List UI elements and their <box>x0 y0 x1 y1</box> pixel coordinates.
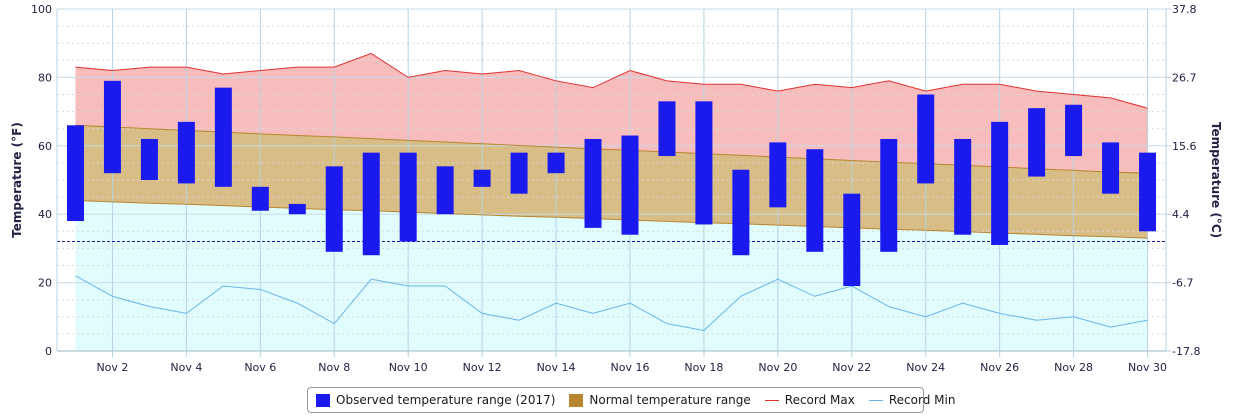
legend-label-record-min: Record Min <box>888 393 956 407</box>
x-tick-label: Nov 14 <box>537 361 576 374</box>
observed-bar <box>769 142 787 208</box>
x-tick-label: Nov 8 <box>318 361 350 374</box>
observed-bar <box>399 152 417 242</box>
observed-bar <box>325 166 343 252</box>
observed-bar <box>1102 142 1120 194</box>
observed-bar <box>843 193 861 287</box>
x-tick-label: Nov 20 <box>758 361 797 374</box>
y-tick-label-right: 15.6 <box>1172 140 1197 153</box>
y-axis-label-right: Temperature (°C) <box>1209 122 1223 238</box>
x-tick-label: Nov 18 <box>684 361 723 374</box>
observed-bar <box>1139 152 1157 232</box>
legend-item-observed[interactable]: Observed temperature range (2017) <box>316 393 555 407</box>
observed-bar <box>880 138 898 252</box>
legend: Observed temperature range (2017) Normal… <box>307 387 955 413</box>
observed-bar <box>214 87 232 187</box>
x-tick-label: Nov 24 <box>906 361 945 374</box>
y-tick-label-left: 40 <box>38 208 52 221</box>
observed-bar <box>954 138 972 235</box>
legend-label-normal: Normal temperature range <box>589 393 751 407</box>
record-min-area <box>75 200 1148 351</box>
legend-swatch-normal <box>569 393 584 407</box>
observed-bar <box>695 101 713 225</box>
observed-bar <box>362 152 380 256</box>
observed-bar <box>1028 108 1046 177</box>
y-tick-label-left: 80 <box>38 71 52 84</box>
record-min-line <box>75 275 1148 332</box>
y-tick-label-left: 60 <box>38 140 52 153</box>
x-tick-label: Nov 28 <box>1054 361 1093 374</box>
x-tick-label: Nov 22 <box>832 361 871 374</box>
legend-label-record-max: Record Max <box>784 393 855 407</box>
observed-bar <box>510 152 528 194</box>
observed-bar <box>1065 104 1083 157</box>
y-tick-label-right: 4.4 <box>1172 208 1190 221</box>
legend-swatch-observed <box>316 393 330 407</box>
y-tick-label-right: 37.8 <box>1172 3 1197 16</box>
observed-bar <box>991 121 1009 245</box>
legend-swatch-record-max <box>764 399 779 401</box>
observed-bars <box>66 80 1157 287</box>
observed-bar <box>436 166 454 215</box>
legend-item-record-min[interactable]: Record Min <box>868 393 956 407</box>
x-tick-label: Nov 12 <box>463 361 502 374</box>
observed-bar <box>66 125 84 222</box>
observed-bar <box>917 94 935 184</box>
observed-bar <box>103 80 121 174</box>
observed-bar <box>658 101 676 157</box>
legend-item-normal[interactable]: Normal temperature range <box>569 393 751 407</box>
legend-item-record-max[interactable]: Record Max <box>764 393 855 407</box>
x-tick-label: Nov 4 <box>170 361 202 374</box>
record-max-area <box>75 53 1148 174</box>
y-tick-label-left: 100 <box>31 3 52 16</box>
observed-bar <box>584 138 602 228</box>
observed-bar <box>177 121 195 184</box>
y-tick-label-right: -17.8 <box>1172 345 1200 358</box>
observed-bar <box>473 169 491 187</box>
observed-bar <box>732 169 750 256</box>
y-tick-label-left: 0 <box>45 345 52 358</box>
legend-swatch-record-min <box>868 399 883 401</box>
observed-bar <box>806 149 824 252</box>
y-tick-label-right: 26.7 <box>1172 71 1197 84</box>
axes: 0 20 40 60 80 100 -17.8 -6.7 4.4 15.6 26.7 37.8 Nov … <box>31 3 1200 374</box>
x-tick-label: Nov 26 <box>980 361 1019 374</box>
legend-label-observed: Observed temperature range (2017) <box>336 393 556 407</box>
x-tick-label: Nov 2 <box>96 361 128 374</box>
y-axis-label-left: Temperature (°F) <box>10 122 24 238</box>
y-tick-label-right: -6.7 <box>1172 277 1193 290</box>
record-max-line <box>75 52 1148 109</box>
observed-bar <box>288 203 306 215</box>
y-tick-label-left: 20 <box>38 277 52 290</box>
x-tick-label: Nov 16 <box>610 361 649 374</box>
observed-bar <box>621 135 639 235</box>
observed-bar <box>140 138 158 180</box>
x-tick-label: Nov 6 <box>244 361 276 374</box>
x-tick-label: Nov 30 <box>1128 361 1167 374</box>
x-tick-label: Nov 10 <box>389 361 428 374</box>
observed-bar <box>547 152 565 174</box>
observed-bar <box>251 186 269 211</box>
area-fills <box>75 53 1148 351</box>
